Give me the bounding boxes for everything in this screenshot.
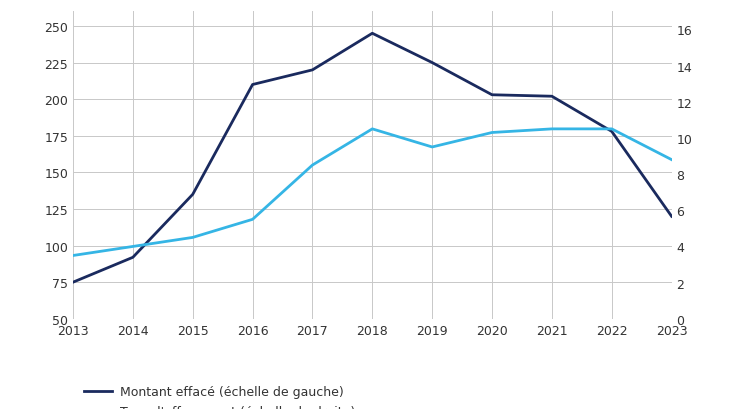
- Legend: Montant effacé (échelle de gauche), Taux d'effacement (échelle de droite): Montant effacé (échelle de gauche), Taux…: [80, 380, 361, 409]
